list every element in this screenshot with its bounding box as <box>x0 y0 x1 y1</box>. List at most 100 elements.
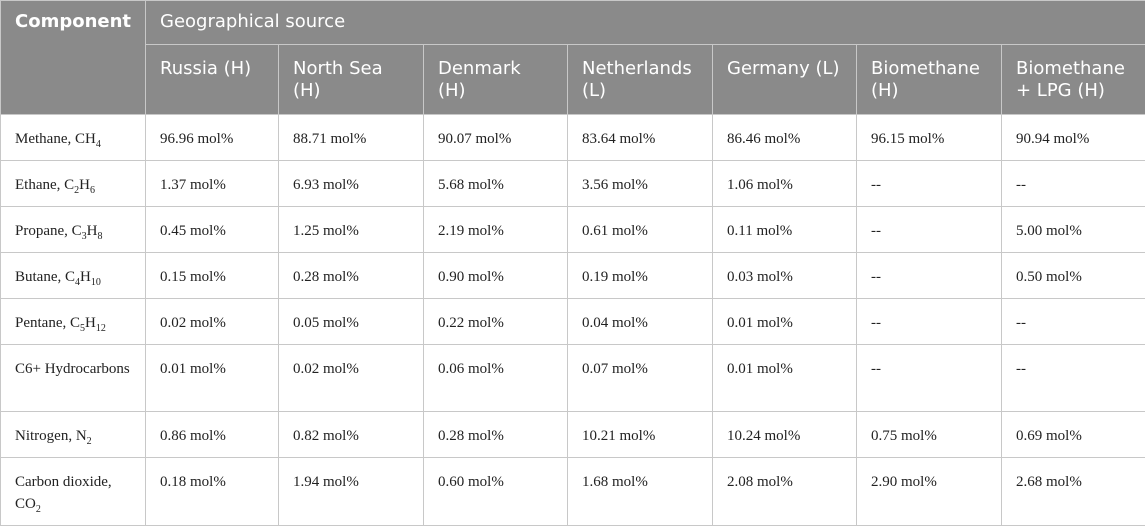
value-cell: 0.18 mol% <box>146 458 279 526</box>
value-cell: -- <box>857 299 1002 345</box>
value-cell: 0.01 mol% <box>146 345 279 412</box>
value-cell: 90.94 mol% <box>1002 115 1145 161</box>
value-cell: 0.82 mol% <box>279 412 424 458</box>
value-cell: -- <box>857 161 1002 207</box>
value-cell: 0.03 mol% <box>713 253 857 299</box>
value-cell: 83.64 mol% <box>568 115 713 161</box>
value-cell: -- <box>857 207 1002 253</box>
formula-element: H <box>85 315 96 331</box>
value-cell: 1.94 mol% <box>279 458 424 526</box>
value-cell: 0.01 mol% <box>713 299 857 345</box>
formula-subscript: 6 <box>90 185 95 196</box>
value-cell: -- <box>1002 345 1145 412</box>
formula-element: N <box>76 428 87 444</box>
component-cell: Propane, C3H8 <box>1 207 146 253</box>
value-cell: 0.11 mol% <box>713 207 857 253</box>
value-cell: 10.21 mol% <box>568 412 713 458</box>
column-header: Denmark (H) <box>424 45 568 115</box>
value-cell: 1.25 mol% <box>279 207 424 253</box>
value-cell: 2.90 mol% <box>857 458 1002 526</box>
value-cell: 1.68 mol% <box>568 458 713 526</box>
formula-subscript: 8 <box>98 231 103 242</box>
value-cell: 0.15 mol% <box>146 253 279 299</box>
formula-element: CH <box>75 131 96 147</box>
value-cell: 0.04 mol% <box>568 299 713 345</box>
value-cell: 0.90 mol% <box>424 253 568 299</box>
component-name: Ethane, <box>15 177 64 193</box>
formula-element: C <box>72 223 82 239</box>
value-cell: 5.68 mol% <box>424 161 568 207</box>
formula-element: H <box>87 223 98 239</box>
column-header: Germany (L) <box>713 45 857 115</box>
value-cell: 90.07 mol% <box>424 115 568 161</box>
value-cell: 0.06 mol% <box>424 345 568 412</box>
geographical-source-header: Geographical source <box>146 1 1145 45</box>
value-cell: 0.50 mol% <box>1002 253 1145 299</box>
component-cell: Carbon dioxide, CO2 <box>1 458 146 526</box>
formula-subscript: 10 <box>91 277 101 288</box>
component-cell: Butane, C4H10 <box>1 253 146 299</box>
value-cell: 96.96 mol% <box>146 115 279 161</box>
formula-element: C <box>70 315 80 331</box>
value-cell: -- <box>857 253 1002 299</box>
component-name: C6+ Hydrocarbons <box>15 361 130 377</box>
formula-subscript: 2 <box>36 504 41 515</box>
formula-subscript: 12 <box>96 323 106 334</box>
value-cell: 5.00 mol% <box>1002 207 1145 253</box>
value-cell: -- <box>1002 299 1145 345</box>
value-cell: 0.60 mol% <box>424 458 568 526</box>
component-name: Butane, <box>15 269 65 285</box>
value-cell: 0.86 mol% <box>146 412 279 458</box>
formula-subscript: 2 <box>87 436 92 447</box>
value-cell: 88.71 mol% <box>279 115 424 161</box>
value-cell: 0.22 mol% <box>424 299 568 345</box>
formula-element: C <box>64 177 74 193</box>
value-cell: 0.01 mol% <box>713 345 857 412</box>
value-cell: 0.07 mol% <box>568 345 713 412</box>
value-cell: -- <box>1002 161 1145 207</box>
value-cell: 0.28 mol% <box>279 253 424 299</box>
column-header: Biomethane + LPG (H) <box>1002 45 1145 115</box>
value-cell: 3.56 mol% <box>568 161 713 207</box>
value-cell: 86.46 mol% <box>713 115 857 161</box>
value-cell: 0.45 mol% <box>146 207 279 253</box>
column-header: Netherlands (L) <box>568 45 713 115</box>
component-cell: Ethane, C2H6 <box>1 161 146 207</box>
component-cell: Nitrogen, N2 <box>1 412 146 458</box>
component-cell: Methane, CH4 <box>1 115 146 161</box>
value-cell: 0.05 mol% <box>279 299 424 345</box>
component-name: Methane, <box>15 131 75 147</box>
value-cell: 0.28 mol% <box>424 412 568 458</box>
value-cell: 10.24 mol% <box>713 412 857 458</box>
component-name: Pentane, <box>15 315 70 331</box>
value-cell: 0.75 mol% <box>857 412 1002 458</box>
formula-element: H <box>79 177 90 193</box>
component-header: Component <box>1 1 146 115</box>
component-name: Carbon dioxide, <box>15 474 112 490</box>
value-cell: 0.69 mol% <box>1002 412 1145 458</box>
value-cell: 2.08 mol% <box>713 458 857 526</box>
value-cell: 0.02 mol% <box>279 345 424 412</box>
value-cell: 2.19 mol% <box>424 207 568 253</box>
component-cell: Pentane, C5H12 <box>1 299 146 345</box>
value-cell: 0.61 mol% <box>568 207 713 253</box>
value-cell: 1.37 mol% <box>146 161 279 207</box>
value-cell: 1.06 mol% <box>713 161 857 207</box>
value-cell: 0.19 mol% <box>568 253 713 299</box>
column-header: Russia (H) <box>146 45 279 115</box>
component-name: Propane, <box>15 223 72 239</box>
component-cell: C6+ Hydrocarbons <box>1 345 146 412</box>
formula-element: CO <box>15 496 36 512</box>
column-header: Biomethane (H) <box>857 45 1002 115</box>
formula-element: C <box>65 269 75 285</box>
formula-element: H <box>80 269 91 285</box>
value-cell: 2.68 mol% <box>1002 458 1145 526</box>
